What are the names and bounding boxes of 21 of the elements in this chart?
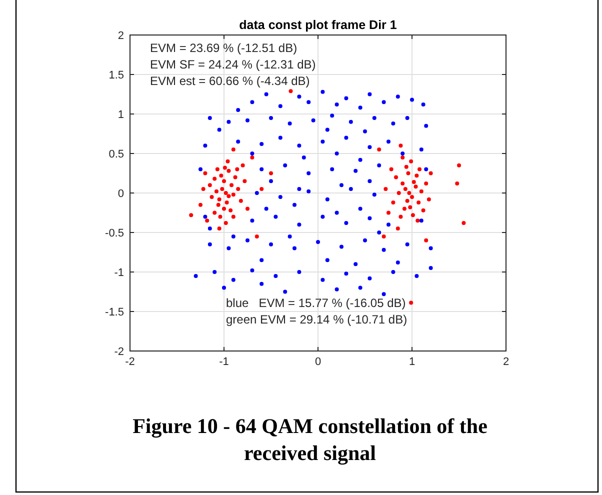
annotation: blue EVM = 15.77 % (-16.05 dB) [226,296,406,310]
y-tick-label: 1 [118,109,124,121]
y-tick-label: -2 [114,346,124,358]
x-tick-label: 2 [502,356,510,368]
y-tick-label: 0 [118,188,124,200]
annotation: green EVM = 29.14 % (-10.71 dB) [226,312,408,326]
y-tick-label: 0.5 [108,148,124,160]
caption: Figure 10 - 64 QAM constellation of the received signal [132,414,488,465]
y-tick-label: -0.5 [105,228,124,240]
x-tick-label: -1 [219,356,229,368]
x-tick-label: 0 [314,356,322,368]
annotation: EVM = 23.69 % (-12.51 dB) [150,41,298,55]
x-tick-label: -2 [125,356,135,368]
annotation: EVM SF = 24.24 % (-12.31 dB) [150,58,316,72]
y-tick-label: -1.5 [105,306,124,318]
y-tick-label: 1.5 [108,70,124,82]
x-tick-label: 1 [408,356,416,368]
y-tick-label: -1 [114,267,124,279]
annotation: EVM est = 60.66 % (-4.34 dB) [150,74,310,88]
chart-title: data const plot frame Dir 1 [239,18,397,32]
y-tick-label: 2 [118,30,124,42]
